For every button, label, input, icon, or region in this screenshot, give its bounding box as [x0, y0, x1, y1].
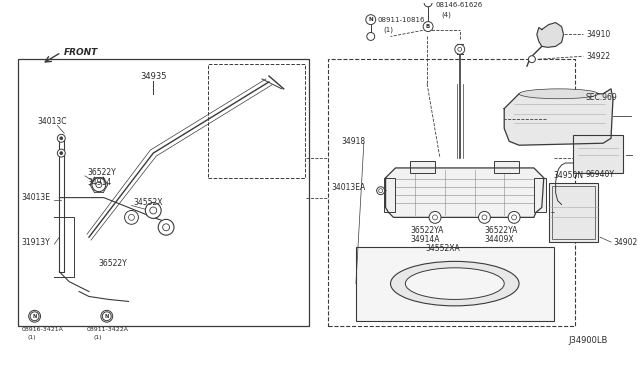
Text: 34013EA: 34013EA — [332, 183, 365, 192]
Text: 31913Y: 31913Y — [22, 238, 51, 247]
Circle shape — [101, 310, 113, 322]
Text: 34409X: 34409X — [484, 235, 514, 244]
Circle shape — [60, 137, 63, 140]
Circle shape — [150, 207, 157, 214]
Circle shape — [433, 215, 438, 220]
Text: J34900LB: J34900LB — [569, 336, 608, 346]
Circle shape — [366, 15, 376, 25]
Circle shape — [163, 224, 170, 231]
Text: 08911-3422A: 08911-3422A — [87, 327, 129, 331]
Circle shape — [367, 32, 374, 41]
Ellipse shape — [405, 268, 504, 299]
Circle shape — [377, 187, 385, 195]
Circle shape — [129, 214, 134, 220]
Circle shape — [424, 0, 432, 7]
Bar — [383, 178, 396, 212]
Circle shape — [58, 134, 65, 142]
Bar — [328, 59, 575, 326]
Circle shape — [458, 47, 461, 51]
Text: 08911-10816: 08911-10816 — [378, 17, 425, 23]
Text: 96940Y: 96940Y — [586, 170, 614, 179]
Polygon shape — [537, 23, 564, 47]
Circle shape — [429, 211, 441, 223]
Circle shape — [96, 182, 102, 188]
Polygon shape — [385, 168, 544, 217]
Text: 36522Y: 36522Y — [87, 169, 116, 177]
Text: 36522YA: 36522YA — [410, 226, 444, 235]
Text: SEC.969: SEC.969 — [586, 93, 617, 102]
Circle shape — [508, 211, 520, 223]
Text: 34950N: 34950N — [554, 171, 584, 180]
Circle shape — [482, 215, 487, 220]
Circle shape — [158, 219, 174, 235]
Text: 36522YA: 36522YA — [484, 226, 518, 235]
Text: 08916-3421A: 08916-3421A — [22, 327, 63, 331]
Circle shape — [145, 202, 161, 218]
Circle shape — [30, 312, 39, 321]
Text: 34552X: 34552X — [134, 198, 163, 207]
Circle shape — [455, 44, 465, 54]
Text: 36522Y: 36522Y — [99, 259, 127, 268]
Text: 34013C: 34013C — [38, 117, 67, 126]
Text: (1): (1) — [28, 336, 36, 340]
Circle shape — [60, 152, 63, 155]
Circle shape — [32, 314, 37, 319]
Text: (4): (4) — [441, 12, 451, 18]
Circle shape — [423, 22, 433, 32]
Bar — [573, 135, 623, 173]
Bar — [356, 247, 554, 321]
Polygon shape — [504, 89, 613, 145]
Text: 34918: 34918 — [341, 137, 365, 146]
Bar — [207, 64, 305, 178]
Circle shape — [529, 56, 536, 62]
Circle shape — [104, 314, 109, 319]
Bar — [548, 183, 598, 242]
Circle shape — [479, 211, 490, 223]
Text: 34922: 34922 — [586, 52, 611, 61]
Circle shape — [102, 312, 111, 321]
Text: FRONT: FRONT — [64, 48, 99, 57]
Ellipse shape — [519, 89, 598, 99]
Text: 34914: 34914 — [87, 178, 111, 187]
Bar — [552, 186, 595, 239]
Bar — [410, 161, 435, 173]
Text: 34552XA: 34552XA — [425, 244, 460, 253]
Bar — [534, 178, 546, 212]
Text: 34013E: 34013E — [22, 193, 51, 202]
Text: N: N — [33, 314, 36, 319]
Ellipse shape — [390, 262, 519, 306]
Bar — [18, 59, 310, 326]
Text: 34902: 34902 — [613, 238, 637, 247]
Text: 34914A: 34914A — [410, 235, 440, 244]
Bar — [494, 161, 519, 173]
Text: 34935: 34935 — [140, 73, 166, 81]
Circle shape — [511, 215, 516, 220]
Circle shape — [58, 149, 65, 157]
Text: 34910: 34910 — [586, 30, 611, 39]
Text: (1): (1) — [383, 26, 394, 33]
Text: N: N — [105, 314, 109, 319]
Circle shape — [379, 189, 383, 193]
Text: B: B — [426, 24, 430, 29]
Circle shape — [29, 310, 40, 322]
Text: (1): (1) — [94, 336, 102, 340]
Text: N: N — [369, 17, 373, 22]
Text: 08146-61626: 08146-61626 — [435, 2, 483, 8]
Circle shape — [92, 178, 106, 192]
Circle shape — [125, 211, 138, 224]
